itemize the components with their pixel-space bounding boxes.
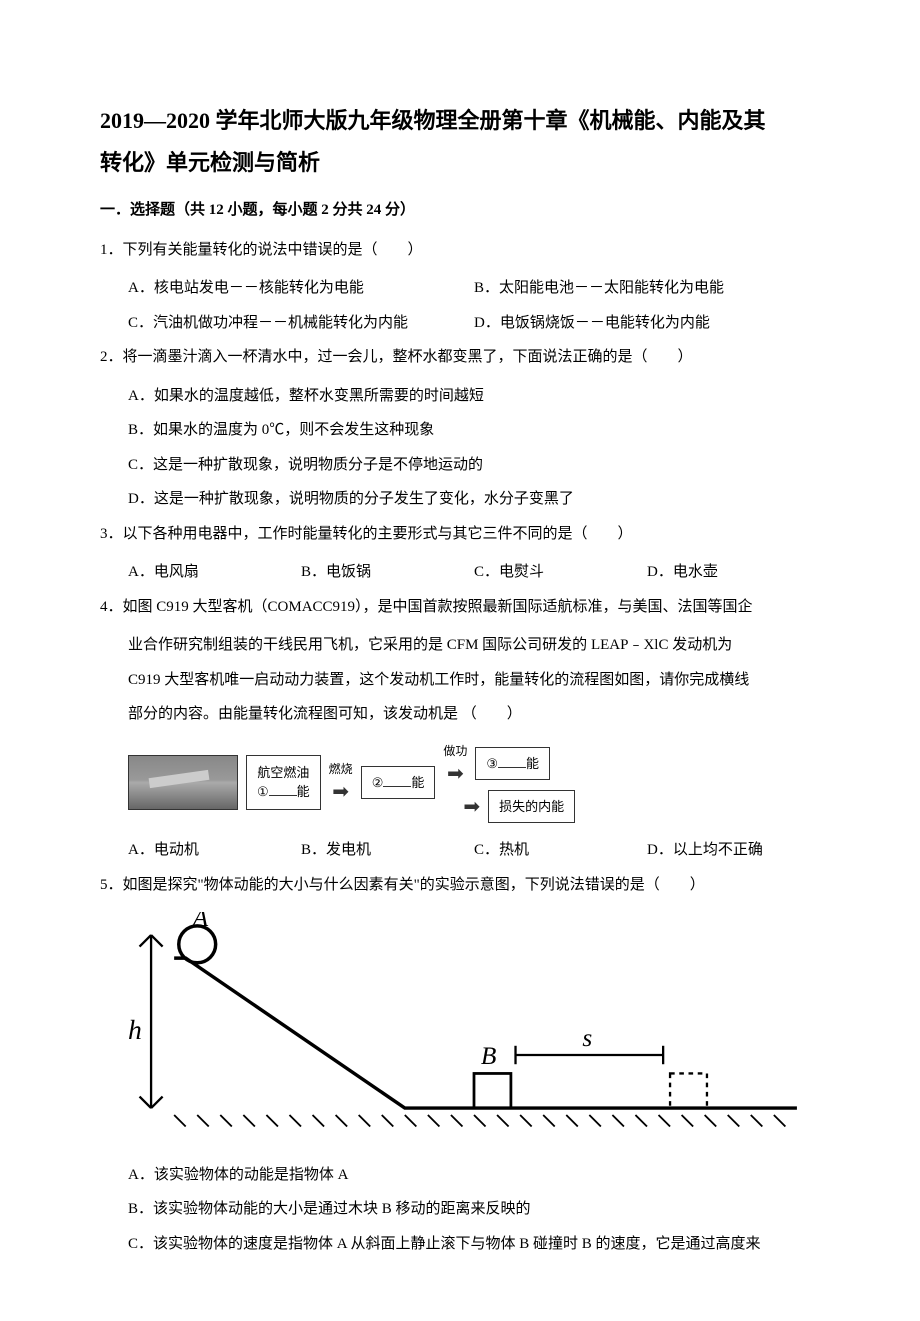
flow-box-1: 航空燃油 ①能 [246, 755, 321, 810]
q4-optC: C．热机 [474, 833, 647, 868]
q1-optB: B．太阳能电池－－太阳能转化为电能 [474, 271, 820, 306]
q2-num: 2． [100, 349, 123, 365]
q4-optA: A．电动机 [128, 833, 301, 868]
arrow-1: 燃烧 ➡ [329, 760, 353, 804]
flow-box2-prefix: ② [372, 775, 384, 790]
q2-optD: D．这是一种扩散现象，说明物质的分子发生了变化，水分子变黑了 [100, 482, 820, 517]
q1-optD: D．电饭锅烧饭－－电能转化为内能 [474, 306, 820, 341]
flow-box-4: 损失的内能 [488, 790, 575, 824]
ramp-diagram: h [100, 912, 820, 1148]
question-4: 4．如图 C919 大型客机（COMACC919），是中国首款按照最新国际适航标… [100, 590, 820, 625]
block-B-ghost [670, 1074, 707, 1109]
question-5: 5．如图是探究"物体动能的大小与什么因素有关"的实验示意图，下列说法错误的是（ … [100, 868, 820, 903]
q2-optB: B．如果水的温度为 0℃，则不会发生这种现象 [100, 413, 820, 448]
arrow-right-icon: ➡ [463, 794, 480, 819]
q1-optA: A．核电站发电－－核能转化为电能 [128, 271, 474, 306]
q4-line4: 部分的内容。由能量转化流程图可知，该发动机是 （ ） [100, 697, 820, 732]
block-B [474, 1074, 511, 1109]
q3-optB: B．电饭锅 [301, 555, 474, 590]
flow-right-column: 做功 ➡ ③能 ➡ 损失的内能 [443, 742, 575, 824]
question-2: 2．将一滴墨汁滴入一杯清水中，过一会儿，整杯水都变黑了，下面说法正确的是（ ） [100, 340, 820, 375]
q3-optD: D．电水壶 [647, 555, 820, 590]
flow-box1-line1: 航空燃油 [257, 763, 310, 783]
q3-num: 3． [100, 526, 123, 542]
q4-optD: D．以上均不正确 [647, 833, 820, 868]
q4-line1: 如图 C919 大型客机（COMACC919），是中国首款按照最新国际适航标准，… [123, 599, 753, 615]
q1-num: 1． [100, 242, 123, 258]
q5-optB: B．该实验物体动能的大小是通过木块 B 移动的距离来反映的 [100, 1192, 820, 1227]
q2-optA: A．如果水的温度越低，整杯水变黑所需要的时间越短 [100, 379, 820, 414]
ramp-label-A: A [191, 912, 209, 932]
flow-box3-prefix: ③ [486, 756, 498, 771]
blank-3 [498, 754, 526, 768]
q4-line3: C919 大型客机唯一启动动力装置，这个发动机工作时，能量转化的流程图如图，请你… [100, 663, 820, 698]
flow-box-3: ③能 [475, 747, 550, 781]
blank-1 [269, 782, 297, 796]
q4-options: A．电动机 B．发电机 C．热机 D．以上均不正确 [100, 833, 820, 868]
q5-num: 5． [100, 877, 123, 893]
section-1-header: 一．选择题（共 12 小题，每小题 2 分共 24 分） [100, 198, 820, 219]
q4-optB: B．发电机 [301, 833, 474, 868]
ramp-hatching [174, 1115, 785, 1127]
arrow2-label: 做功 [443, 742, 467, 759]
q2-optC: C．这是一种扩散现象，说明物质分子是不停地运动的 [100, 448, 820, 483]
arrow-right-icon: ➡ [447, 761, 464, 786]
blank-2 [383, 773, 411, 787]
q3-options: A．电风扇 B．电饭锅 C．电熨斗 D．电水壶 [100, 555, 820, 590]
flow-diagram: 航空燃油 ①能 燃烧 ➡ ②能 做功 ➡ ③能 ➡ 损 [100, 742, 820, 824]
arrow1-label: 燃烧 [329, 760, 353, 777]
q4-num: 4． [100, 599, 123, 615]
flow-box3-suffix: 能 [526, 756, 539, 771]
q4-line2: 业合作研究制组装的干线民用飞机，它采用的是 CFM 国际公司研发的 LEAP﹣X… [100, 628, 820, 663]
question-3: 3．以下各种用电器中，工作时能量转化的主要形式与其它三件不同的是（ ） [100, 517, 820, 552]
question-1: 1．下列有关能量转化的说法中错误的是（ ） [100, 233, 820, 268]
q3-optA: A．电风扇 [128, 555, 301, 590]
title-line-1: 2019—2020 学年北师大版九年级物理全册第十章《机械能、内能及其 [100, 108, 766, 133]
flow-box2-suffix: 能 [411, 775, 424, 790]
q5-optA: A．该实验物体的动能是指物体 A [100, 1158, 820, 1193]
doc-title: 2019—2020 学年北师大版九年级物理全册第十章《机械能、内能及其 转化》单… [100, 100, 820, 184]
ramp-label-s: s [582, 1024, 592, 1052]
arrow-2: 做功 ➡ [443, 742, 467, 786]
arrow-right-icon: ➡ [332, 779, 349, 804]
q5-text: 如图是探究"物体动能的大小与什么因素有关"的实验示意图，下列说法错误的是（ ） [123, 877, 705, 893]
flow-box1-line2: ①能 [257, 782, 310, 802]
ramp-label-h: h [128, 1014, 142, 1045]
flow-box-2: ②能 [361, 766, 436, 800]
title-line-2: 转化》单元检测与简析 [100, 150, 320, 175]
q5-optC: C．该实验物体的速度是指物体 A 从斜面上静止滚下与物体 B 碰撞时 B 的速度… [100, 1227, 820, 1262]
plane-image [128, 755, 238, 810]
ramp-svg: h [128, 912, 820, 1143]
ramp-label-B: B [481, 1042, 497, 1070]
q1-options: A．核电站发电－－核能转化为电能 B．太阳能电池－－太阳能转化为电能 C．汽油机… [100, 271, 820, 340]
flow-box1-prefix: ① [257, 784, 269, 799]
q3-optC: C．电熨斗 [474, 555, 647, 590]
q1-text: 下列有关能量转化的说法中错误的是（ ） [123, 242, 423, 258]
q3-text: 以下各种用电器中，工作时能量转化的主要形式与其它三件不同的是（ ） [123, 526, 633, 542]
q2-text: 将一滴墨汁滴入一杯清水中，过一会儿，整杯水都变黑了，下面说法正确的是（ ） [123, 349, 693, 365]
q1-optC: C．汽油机做功冲程－－机械能转化为内能 [128, 306, 474, 341]
flow-box1-suffix: 能 [297, 784, 310, 799]
